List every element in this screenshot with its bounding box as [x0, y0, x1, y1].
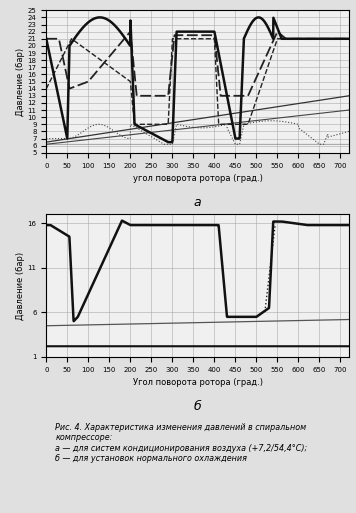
Y-axis label: Давление (бар): Давление (бар) — [16, 48, 25, 115]
Y-axis label: Давление (бар): Давление (бар) — [16, 251, 25, 320]
Text: а: а — [194, 195, 201, 209]
X-axis label: угол поворота ротора (град.): угол поворота ротора (град.) — [133, 174, 262, 183]
X-axis label: Угол поворота ротора (град.): Угол поворота ротора (град.) — [132, 378, 263, 387]
Text: б: б — [194, 400, 201, 412]
Text: Рис. 4. Характеристика изменения давлений в спиральном
компрессоре:
а — для сист: Рис. 4. Характеристика изменения давлени… — [56, 423, 308, 463]
